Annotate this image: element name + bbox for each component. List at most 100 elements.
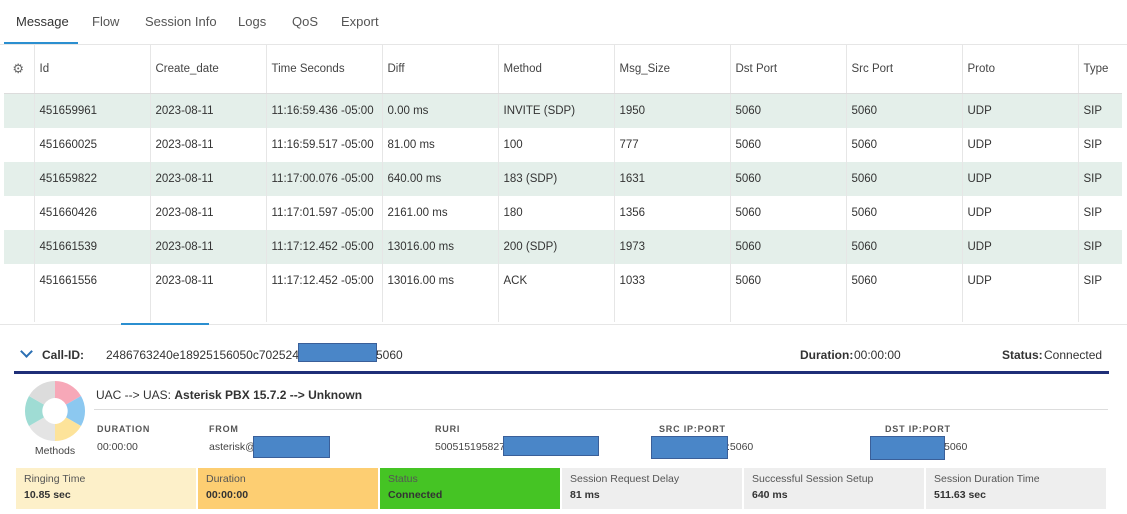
table-cell: SIP (1077, 196, 1122, 230)
field-ruri-label: RURI (435, 424, 461, 434)
field-from-label: FROM (209, 424, 239, 434)
table-cell: 2023-08-11 (149, 230, 266, 264)
filler-cell (497, 298, 614, 322)
field-src-label: SRC IP:PORT (659, 424, 726, 434)
table-cell: 11:17:12.452 -05:00 (265, 264, 382, 298)
table-cell: INVITE (SDP) (497, 93, 614, 128)
row-spacer-cell (4, 230, 34, 264)
table-cell: 451659822 (33, 162, 150, 196)
donut-segment (66, 396, 86, 426)
filler-cell (1077, 298, 1122, 322)
table-cell: SIP (1077, 128, 1122, 162)
table-cell: UDP (961, 162, 1078, 196)
field-ruri-value: 5005151958270 (435, 441, 511, 453)
column-header[interactable]: Msg_Size (613, 45, 730, 94)
table-cell: SIP (1077, 230, 1122, 264)
filler-cell (381, 298, 498, 322)
donut-segment (55, 381, 81, 405)
tab-message[interactable]: Message (16, 14, 69, 29)
table-cell: ACK (497, 264, 614, 298)
tab-flow[interactable]: Flow (92, 14, 120, 29)
donut-segment (29, 417, 55, 441)
table-header-row: ⚙ Id Create_date Time Seconds Diff Metho… (4, 45, 1122, 94)
table-cell: UDP (961, 196, 1078, 230)
column-header[interactable]: Time Seconds (265, 45, 382, 94)
table-row[interactable]: 451659822 2023-08-11 11:17:00.076 -05:00 64… (4, 162, 1122, 196)
table-cell: 5060 (845, 162, 962, 196)
column-header[interactable]: Diff (381, 45, 498, 94)
filler-cell (845, 298, 962, 322)
row-spacer-cell (4, 128, 34, 162)
table-cell: 777 (613, 128, 730, 162)
table-cell: 5060 (729, 128, 846, 162)
messages-table: ⚙ Id Create_date Time Seconds Diff Metho… (4, 45, 1122, 322)
call-header[interactable]: Call-ID: 2486763240e18925156050c70252407… (20, 342, 1102, 368)
tab-export[interactable]: Export (341, 14, 379, 29)
column-header[interactable]: Dst Port (729, 45, 846, 94)
gear-icon[interactable]: ⚙ (12, 61, 25, 76)
column-header[interactable]: Proto (961, 45, 1078, 94)
metric-value: 00:00:00 (206, 489, 249, 501)
table-cell: 451661556 (33, 264, 150, 298)
tab-logs[interactable]: Logs (238, 14, 267, 29)
redacted-block (870, 436, 945, 460)
column-header[interactable]: Create_date (149, 45, 266, 94)
table-cell: 2023-08-11 (149, 93, 266, 128)
uac-prefix: UAC --> UAS: (96, 388, 172, 402)
metric-card-session-request-delay: Session Request Delay 81 ms (562, 468, 742, 509)
column-header[interactable]: Id (33, 45, 150, 94)
field-dst-value: 5060 (944, 441, 968, 453)
table-cell: 1356 (613, 196, 730, 230)
row-spacer-cell (4, 264, 34, 298)
table-cell: 5060 (729, 196, 846, 230)
column-header[interactable]: Src Port (845, 45, 962, 94)
table-cell: 183 (SDP) (497, 162, 614, 196)
table-row[interactable]: 451660025 2023-08-11 11:16:59.517 -05:00 81… (4, 128, 1122, 162)
table-cell: 180 (497, 196, 614, 230)
filler-cell (33, 298, 150, 322)
filler-cell (729, 298, 846, 322)
chevron-down-icon[interactable] (20, 345, 33, 358)
table-cell: 1973 (613, 230, 730, 264)
donut-segment (29, 381, 55, 405)
tab-qos[interactable]: QoS (292, 14, 319, 29)
table-cell: 5060 (729, 264, 846, 298)
table-cell: 5060 (845, 264, 962, 298)
metric-value: 10.85 sec (24, 489, 71, 501)
table-row[interactable]: 451661539 2023-08-11 11:17:12.452 -05:00 13… (4, 230, 1122, 264)
table-row[interactable]: 451659961 2023-08-11 11:16:59.436 -05:00 0.… (4, 93, 1122, 128)
field-dst-label: DST IP:PORT (885, 424, 951, 434)
tab-session-info[interactable]: Session Info (145, 14, 217, 29)
column-header[interactable]: Type (1077, 45, 1122, 94)
filler-cell (149, 298, 266, 322)
metric-card-successful-session-setup: Successful Session Setup 640 ms (744, 468, 924, 509)
filler-cell (4, 298, 34, 322)
column-settings[interactable]: ⚙ (4, 45, 34, 94)
methods-donut-chart[interactable] (24, 380, 86, 442)
table-cell: 0.00 ms (381, 93, 498, 128)
table-row[interactable]: 451661556 2023-08-11 11:17:12.452 -05:00 13… (4, 264, 1122, 298)
table-cell: 5060 (845, 93, 962, 128)
table-row[interactable]: 451660426 2023-08-11 11:17:01.597 -05:00 21… (4, 196, 1122, 230)
table-cell: 451659961 (33, 93, 150, 128)
table-cell: 640.00 ms (381, 162, 498, 196)
table-cell: 11:16:59.436 -05:00 (265, 93, 382, 128)
redacted-block (503, 436, 599, 456)
metric-title: Successful Session Setup (752, 473, 874, 485)
section-divider (0, 324, 1127, 325)
column-header[interactable]: Method (497, 45, 614, 94)
table-cell: SIP (1077, 264, 1122, 298)
metric-value: 511.63 sec (934, 489, 986, 501)
table-cell: SIP (1077, 93, 1122, 128)
metric-card-status: Status Connected (380, 468, 560, 509)
tab-bar: Message Flow Session Info Logs QoS Expor… (0, 0, 1127, 45)
call-id-value: 2486763240e18925156050c70252407e@ (106, 348, 332, 362)
table-cell: 100 (497, 128, 614, 162)
table-cell: 2023-08-11 (149, 162, 266, 196)
table-cell: UDP (961, 230, 1078, 264)
table-cell: 11:16:59.517 -05:00 (265, 128, 382, 162)
table-cell: 451660426 (33, 196, 150, 230)
metric-card-duration: Duration 00:00:00 (198, 468, 378, 509)
uac-rule (94, 409, 1108, 410)
call-id-port: 5060 (376, 348, 403, 362)
